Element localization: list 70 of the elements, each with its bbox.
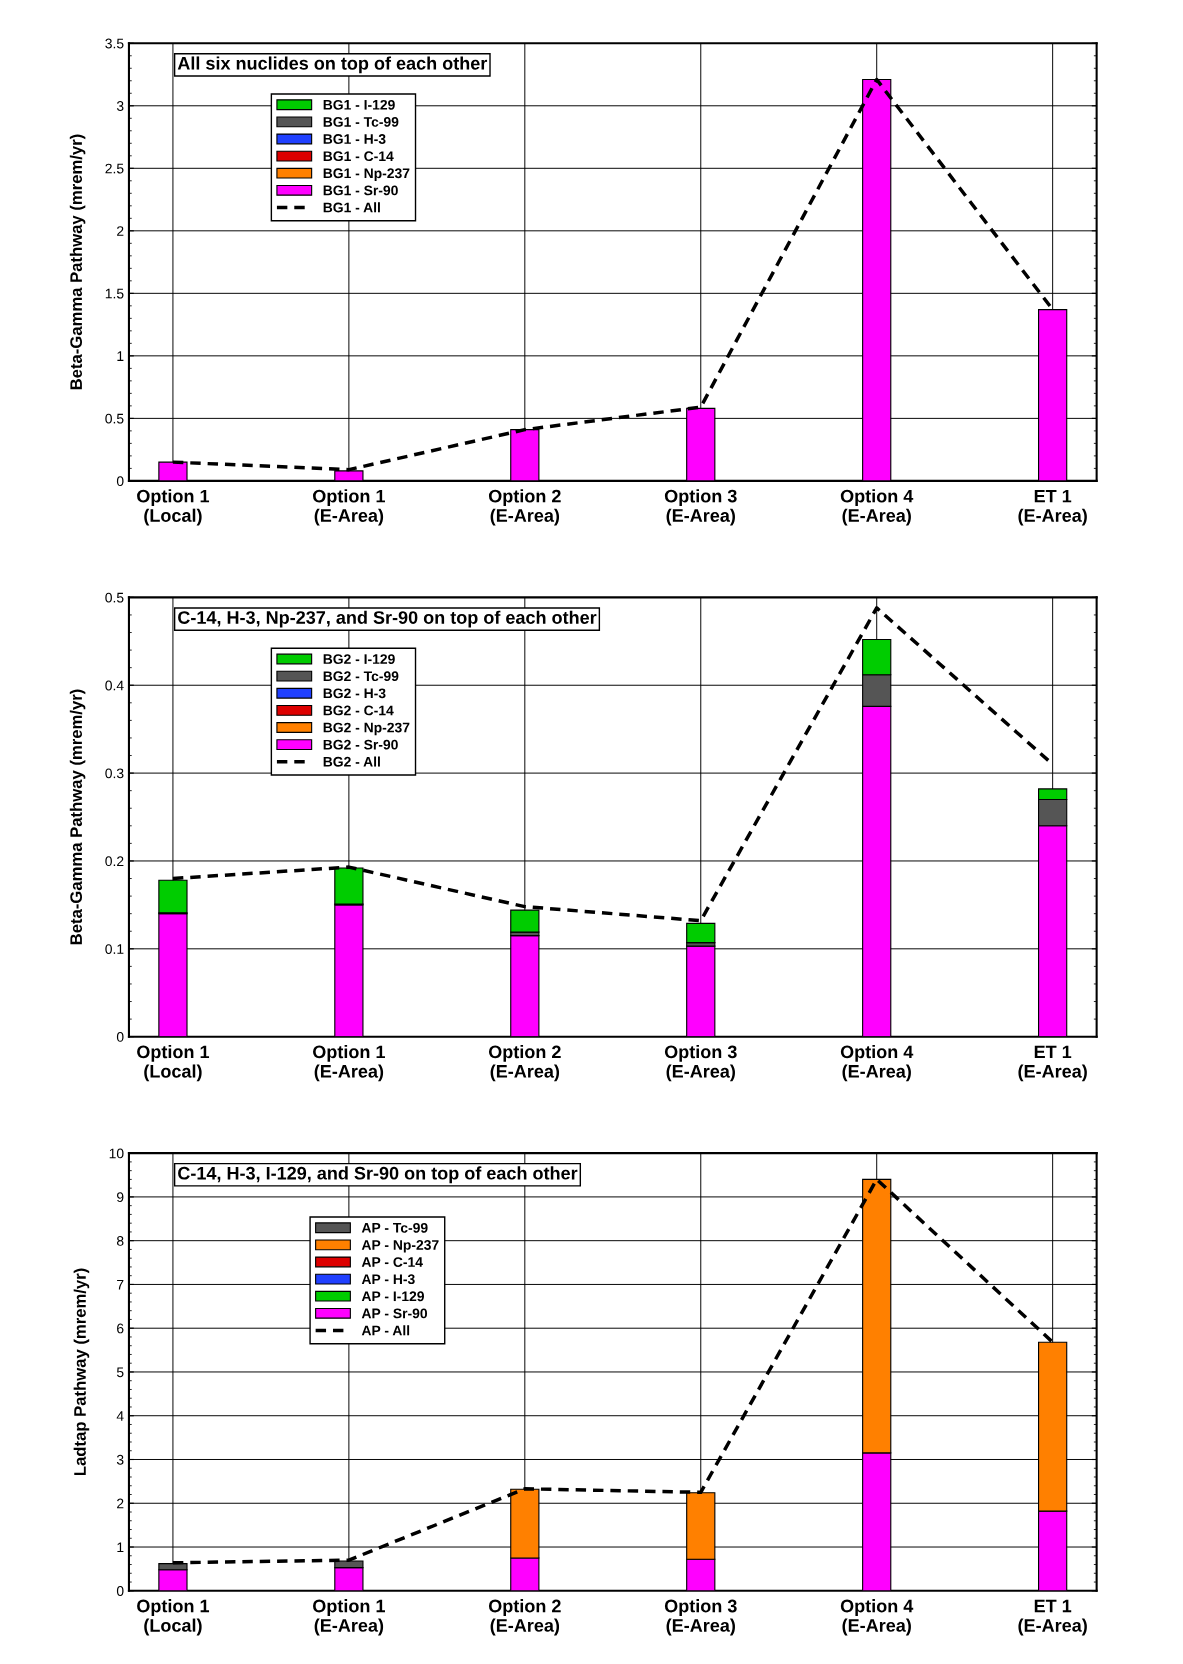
- x-tick-label: Option 4 (E-Area): [840, 1599, 914, 1636]
- legend-label: BG1 - Np-237: [323, 168, 410, 181]
- y-tick-label: 3: [116, 1454, 124, 1465]
- y-tick-label: 9: [117, 1192, 124, 1203]
- y-tick-label: 8: [116, 1236, 124, 1246]
- y-tick-label: 0.2: [105, 856, 124, 867]
- legend-label: BG2 - H-3: [323, 688, 386, 699]
- legend-label: BG1 - I-129: [323, 99, 395, 110]
- y-tick-label: 0.1: [105, 944, 124, 954]
- legend-label: BG1 - H-3: [323, 134, 386, 144]
- y-tick-label: 1: [117, 351, 124, 361]
- x-tick-label: Option 1 (Local): [137, 489, 210, 526]
- y-tick-label: 6: [117, 1323, 124, 1334]
- y-tick-label: 1: [117, 1542, 124, 1553]
- x-tick-label: Option 3 (E-Area): [664, 1599, 737, 1636]
- y-tick-label: 0.5: [105, 592, 124, 603]
- annotation: C-14, H-3, I-129, and Sr-90 on top of each other: [178, 1166, 578, 1184]
- y-tick-label: 0.3: [105, 768, 124, 779]
- x-tick-label: Option 4 (E-Area): [840, 1045, 914, 1082]
- y-tick-label: 2: [117, 226, 124, 236]
- y-tick-label: 2: [117, 1498, 124, 1509]
- legend-label: BG1 - All: [323, 202, 380, 213]
- y-tick-label: 0: [116, 476, 124, 487]
- legend-label: AP - Sr-90: [361, 1308, 428, 1319]
- annotation: All six nuclides on top of each other: [177, 56, 488, 74]
- x-tick-label: Option 2 (E-Area): [488, 489, 561, 526]
- legend-label: BG2 - Np-237: [323, 722, 410, 736]
- x-tick-label: Option 3 (E-Area): [664, 1045, 737, 1082]
- y-axis-title: Beta-Gamma Pathway (mrem/yr): [69, 689, 86, 945]
- x-tick-label: Option 2 (E-Area): [488, 1045, 561, 1082]
- y-axis-title: Beta-Gamma Pathway (mrem/yr): [69, 134, 86, 390]
- y-tick-label: 4: [116, 1411, 124, 1421]
- x-tick-label: Option 1 (E-Area): [313, 1045, 385, 1082]
- y-tick-label: 5: [116, 1367, 124, 1378]
- y-tick-label: 2.5: [105, 163, 124, 174]
- y-tick-label: 0.4: [105, 680, 124, 691]
- legend-label: AP - All: [361, 1325, 410, 1336]
- y-tick-label: 10: [109, 1148, 124, 1159]
- legend-label: AP - I-129: [361, 1291, 424, 1302]
- y-tick-label: 0.5: [105, 413, 124, 424]
- legend-label: BG1 - C-14: [323, 151, 394, 162]
- x-tick-label: Option 4 (E-Area): [840, 489, 914, 526]
- x-tick-label: Option 1 (Local): [137, 1599, 210, 1636]
- legend-label: BG2 - All: [323, 756, 380, 767]
- legend-label: AP - H-3: [361, 1274, 415, 1285]
- legend-label: AP - Np-237: [361, 1240, 439, 1253]
- legend-label: BG2 - Sr-90: [323, 739, 398, 750]
- x-tick-label: Option 2 (E-Area): [488, 1599, 561, 1636]
- x-tick-label: ET 1 (E-Area): [1018, 489, 1087, 526]
- x-tick-label: ET 1 (E-Area): [1018, 1045, 1087, 1082]
- legend-label: AP - Tc-99: [361, 1222, 428, 1233]
- x-tick-label: ET 1 (E-Area): [1018, 1599, 1087, 1636]
- y-tick-label: 0: [116, 1032, 124, 1042]
- y-tick-label: 0: [116, 1586, 124, 1596]
- legend-label: BG2 - I-129: [323, 654, 395, 665]
- y-axis-title: Ladtap Pathway (mrem/yr): [73, 1268, 90, 1476]
- x-tick-label: Option 1 (E-Area): [313, 489, 385, 526]
- y-tick-label: 3.5: [105, 38, 124, 49]
- legend-label: AP - C-14: [361, 1257, 423, 1267]
- legend-label: BG2 - C-14: [323, 705, 394, 716]
- x-tick-label: Option 1 (E-Area): [313, 1599, 385, 1636]
- y-tick-label: 3: [116, 101, 124, 111]
- annotation: C-14, H-3, Np-237, and Sr-90 on top of each other: [178, 610, 597, 628]
- legend-label: BG2 - Tc-99: [323, 671, 399, 682]
- y-tick-label: 7: [117, 1279, 124, 1290]
- x-tick-label: Option 3 (E-Area): [664, 489, 737, 526]
- legend-label: BG1 - Tc-99: [323, 117, 399, 127]
- y-tick-label: 1.5: [105, 288, 124, 299]
- legend-label: BG1 - Sr-90: [323, 185, 398, 196]
- x-tick-label: Option 1 (Local): [137, 1045, 210, 1082]
